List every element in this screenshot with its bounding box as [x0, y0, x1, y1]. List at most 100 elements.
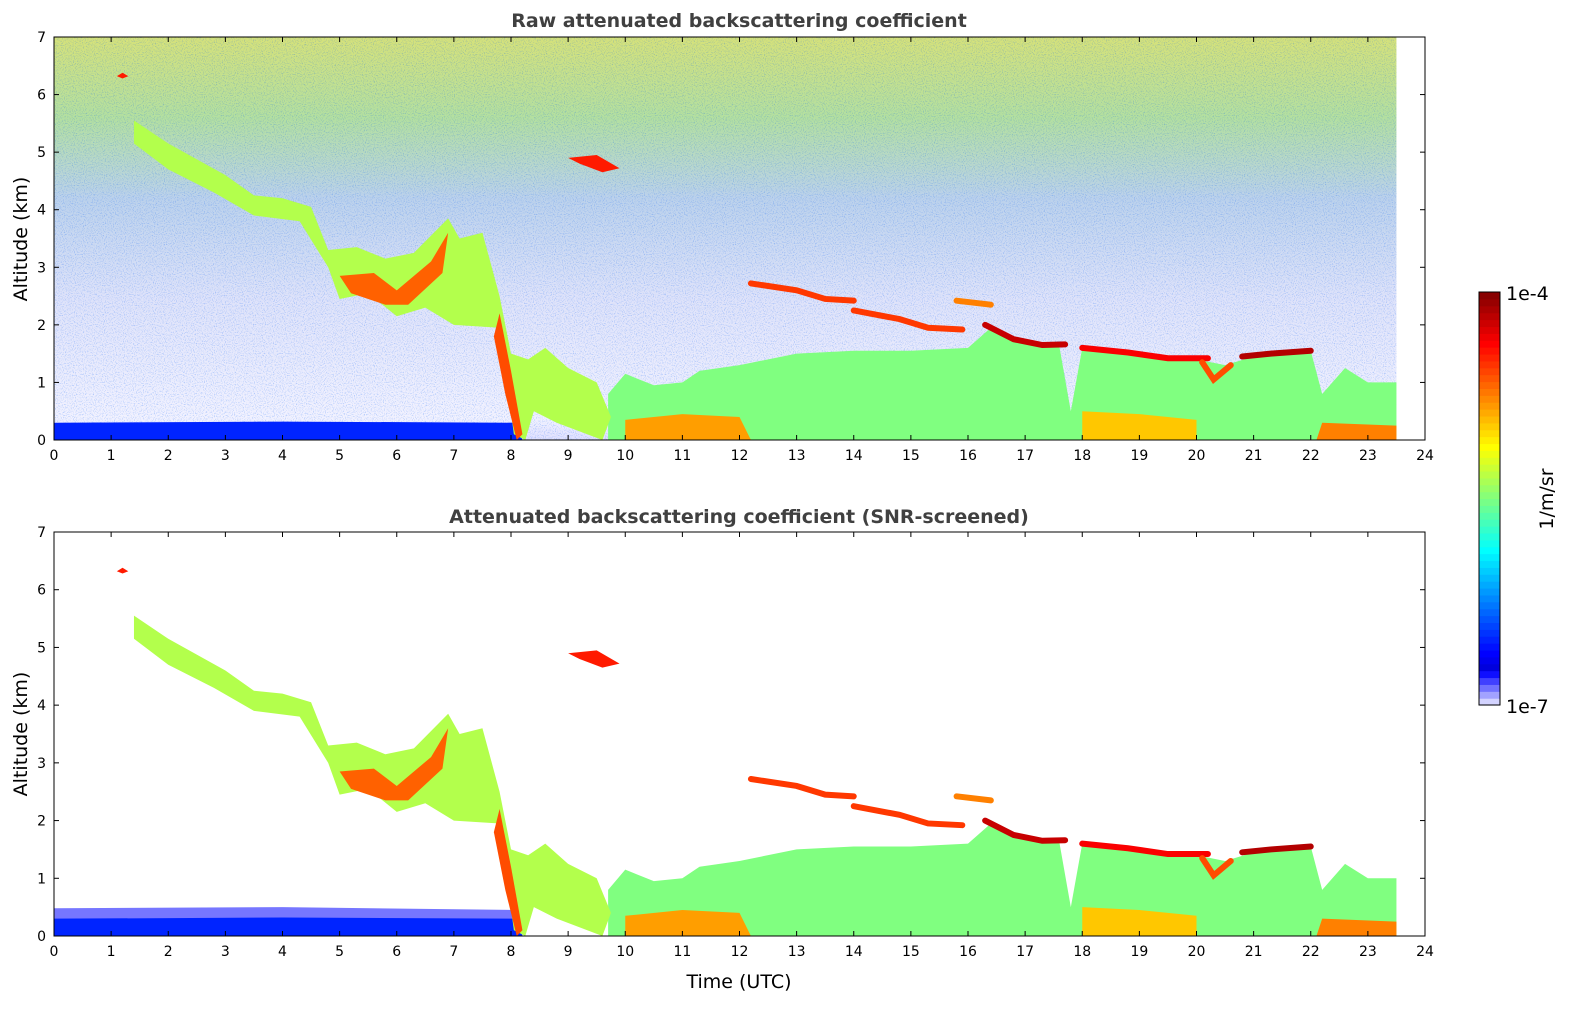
colorbar-swatch	[1479, 615, 1500, 623]
colorbar-swatch	[1479, 484, 1500, 493]
y-tick-label: 0	[37, 433, 46, 449]
x-tick-label: 9	[564, 944, 573, 960]
x-tick-label: 20	[1188, 448, 1206, 464]
colorbar	[1478, 291, 1501, 706]
colorbar-swatch	[1479, 532, 1500, 541]
y-tick-label: 7	[37, 525, 46, 541]
x-tick-label: 5	[335, 448, 344, 464]
y-tick-label: 1	[37, 375, 46, 391]
x-tick-label: 20	[1188, 944, 1206, 960]
y-tick-label: 5	[37, 145, 46, 161]
colorbar-swatch	[1479, 409, 1500, 417]
x-tick-label: 22	[1302, 944, 1320, 960]
colorbar-swatch	[1479, 326, 1500, 334]
feature-thin-cloud-2	[850, 803, 966, 829]
x-tick-label: 18	[1073, 448, 1091, 464]
feature-high-cloud	[568, 155, 620, 173]
feature-cloud-dip	[1199, 855, 1234, 880]
x-tick-label: 9	[564, 448, 573, 464]
x-tick-label: 19	[1130, 448, 1148, 464]
x-tick-label: 16	[959, 944, 977, 960]
x-tick-label: 13	[788, 944, 806, 960]
x-tick-label: 3	[221, 944, 230, 960]
colorbar-swatch	[1479, 643, 1500, 651]
colorbar-swatch	[1479, 581, 1500, 589]
x-tick-label: 14	[845, 448, 863, 464]
x-tick-label: 13	[788, 448, 806, 464]
screened-backscatter-panel: 0 1 2 3 4 5 6 7 8 9 10 11 12 13 14 15 16 17 18 19 20 21 22 23 24…	[37, 525, 1434, 960]
colorbar-swatch	[1479, 443, 1500, 451]
x-tick-label: 17	[1016, 944, 1034, 960]
feature-thin-cloud-3	[953, 297, 994, 308]
x-tick-label: 12	[731, 448, 749, 464]
colorbar-swatch	[1479, 367, 1500, 376]
colorbar-frame	[1478, 291, 1501, 706]
x-tick-label: 3	[221, 448, 230, 464]
x-tick-label: 2	[164, 944, 173, 960]
colorbar-swatch	[1479, 519, 1500, 527]
x-tick-label: 7	[449, 448, 458, 464]
panel-title-screened: Attenuated backscattering coefficient (S…	[449, 506, 1029, 528]
feature-thin-cloud-1	[747, 776, 857, 800]
x-tick-label: 24	[1416, 448, 1434, 464]
x-tick-label: 2	[164, 448, 173, 464]
feature-cloud-layer-6	[1239, 843, 1314, 856]
colorbar-max-label: 1e-4	[1506, 283, 1549, 305]
colorbar-swatch	[1479, 415, 1500, 424]
x-tick-label: 7	[449, 944, 458, 960]
feature-high-cloud-small	[116, 72, 129, 79]
y-tick-label: 7	[37, 30, 46, 46]
colorbar-swatch	[1479, 622, 1500, 630]
y-tick-label: 4	[37, 203, 46, 219]
colorbar-swatch	[1479, 388, 1500, 396]
colorbar-swatch	[1479, 677, 1500, 685]
panel-title-raw: Raw attenuated backscattering coefficien…	[511, 10, 967, 32]
feature-boundary-layer	[608, 823, 1397, 936]
x-tick-label: 4	[278, 944, 287, 960]
colorbar-swatch	[1479, 292, 1500, 300]
x-tick-label: 8	[507, 944, 516, 960]
colorbar-swatch	[1479, 470, 1500, 479]
colorbar-swatch	[1479, 381, 1500, 389]
x-tick-label: 8	[507, 448, 516, 464]
colorbar-swatch	[1479, 429, 1500, 438]
colorbar-swatch	[1479, 333, 1500, 341]
feature-boundary-layer-surface-a	[625, 910, 751, 936]
y-tick-label: 2	[37, 318, 46, 334]
y-axis-label-screened: Altitude (km)	[10, 672, 32, 797]
y-tick-label: 6	[37, 583, 46, 599]
feature-fall-streak	[493, 809, 523, 936]
x-tick-label: 22	[1302, 448, 1320, 464]
colorbar-swatch	[1479, 374, 1500, 383]
x-tick-label: 0	[50, 448, 59, 464]
x-tick-label: 6	[392, 448, 401, 464]
x-tick-label: 1	[107, 944, 116, 960]
feature-cloud-layer-5	[1079, 344, 1211, 362]
colorbar-swatch	[1479, 560, 1500, 568]
feature-thin-cloud-1	[747, 280, 857, 304]
colorbar-swatch	[1479, 305, 1500, 314]
y-tick-label: 4	[37, 698, 46, 714]
colorbar-swatch	[1479, 684, 1500, 692]
colorbar-swatch	[1479, 512, 1500, 520]
feature-cloud-layer-5	[1079, 840, 1211, 858]
x-tick-label: 10	[616, 944, 634, 960]
colorbar-swatch	[1479, 539, 1500, 548]
x-tick-label: 19	[1130, 944, 1148, 960]
x-tick-label: 21	[1245, 944, 1263, 960]
feature-boundary-layer-surface-b	[1082, 907, 1197, 936]
feature-descending-cloud-core	[339, 232, 449, 305]
colorbar-swatch	[1479, 698, 1500, 706]
colorbar-swatch	[1479, 457, 1500, 465]
x-tick-label: 15	[902, 448, 920, 464]
colorbar-swatch	[1479, 587, 1500, 596]
feature-fall-streak	[493, 313, 523, 440]
x-tick-label: 11	[673, 944, 691, 960]
colorbar-swatch	[1479, 663, 1500, 672]
y-axis-label-raw: Altitude (km)	[10, 177, 32, 302]
y-tick-label: 3	[37, 260, 46, 276]
colorbar-swatch	[1479, 601, 1500, 610]
colorbar-swatch	[1479, 608, 1500, 617]
x-tick-label: 15	[902, 944, 920, 960]
